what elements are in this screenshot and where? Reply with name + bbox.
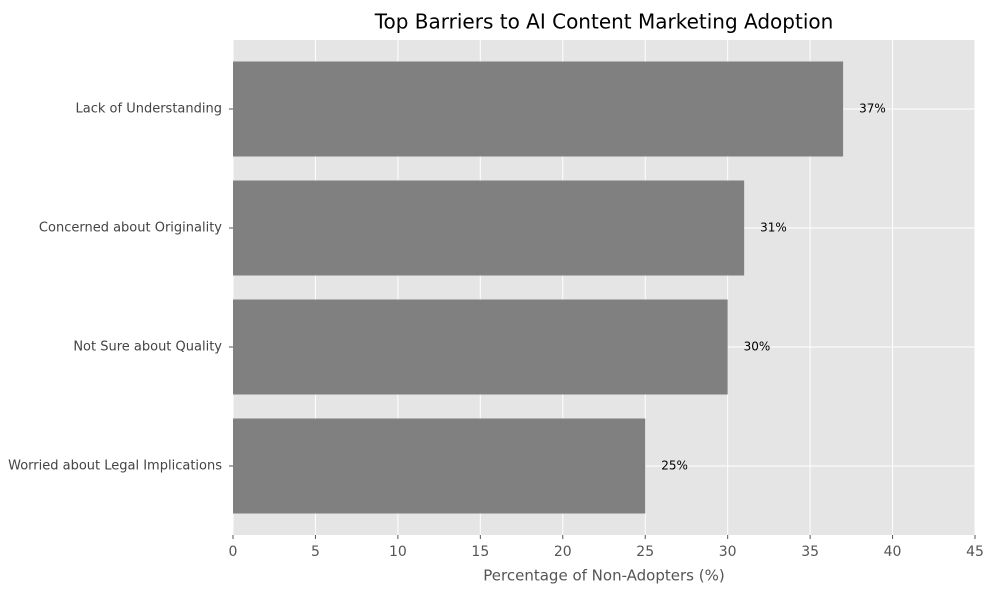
x-tick-label: 25 [636, 544, 654, 560]
x-tick-label: 40 [884, 544, 902, 560]
x-tick-label: 10 [389, 544, 407, 560]
value-label: 31% [760, 221, 787, 235]
bar [233, 418, 646, 514]
x-tick-label: 5 [311, 544, 320, 560]
x-tick-label: 0 [229, 544, 238, 560]
x-tick-label: 30 [719, 544, 737, 560]
x-tick-label: 45 [966, 544, 984, 560]
value-label: 37% [859, 102, 886, 116]
x-tick-label: 20 [554, 544, 572, 560]
bar [233, 180, 745, 276]
value-label: 25% [661, 459, 688, 473]
x-tick-label: 15 [471, 544, 489, 560]
bar [233, 61, 844, 157]
y-tick-label: Lack of Understanding [76, 102, 222, 117]
y-tick-label: Concerned about Originality [39, 221, 222, 236]
x-tick-label: 35 [801, 544, 819, 560]
chart-title: Top Barriers to AI Content Marketing Ado… [374, 10, 834, 34]
y-tick-label: Worried about Legal Implications [8, 459, 222, 474]
x-axis-label: Percentage of Non-Adopters (%) [483, 567, 724, 585]
value-label: 30% [744, 340, 771, 354]
bar [233, 299, 728, 395]
y-tick-label: Not Sure about Quality [73, 340, 222, 355]
